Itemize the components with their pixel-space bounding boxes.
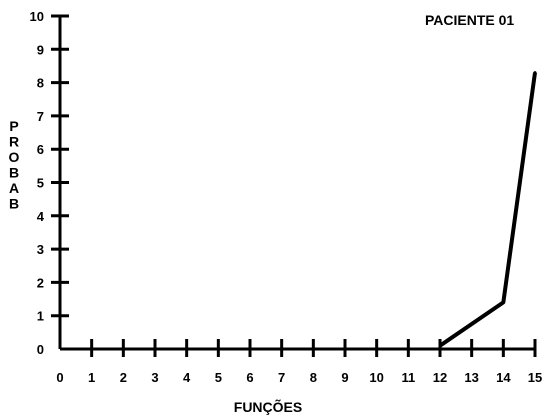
x-tick-label: 6 [246, 370, 253, 385]
y-axis-title-letter: A [9, 180, 19, 196]
y-tick-label: 4 [37, 209, 45, 224]
y-tick-label: 2 [37, 275, 44, 290]
y-axis-title-letter: B [9, 165, 19, 181]
x-tick-label: 10 [369, 370, 383, 385]
axes [58, 16, 535, 351]
y-tick-label: 5 [37, 176, 44, 191]
chart-title: PACIENTE 01 [425, 12, 514, 28]
x-tick-label: 2 [120, 370, 127, 385]
x-tick-label: 15 [528, 370, 542, 385]
y-axis-title-letter: R [9, 134, 19, 150]
y-tick-label: 10 [30, 9, 44, 24]
x-tick-label: 3 [151, 370, 158, 385]
y-tick-label: 7 [37, 109, 44, 124]
x-tick-label: 7 [278, 370, 285, 385]
y-tick-label: 6 [37, 142, 44, 157]
x-tick-label: 1 [88, 370, 95, 385]
y-tick-label: 9 [37, 42, 44, 57]
x-tick-label: 13 [464, 370, 478, 385]
y-axis-title-letter: O [9, 149, 20, 165]
y-axis-title-letter: P [9, 118, 18, 134]
x-tick-label: 8 [310, 370, 317, 385]
x-tick-label: 14 [496, 370, 511, 385]
x-tick-label: 12 [433, 370, 447, 385]
x-tick-label: 11 [401, 370, 415, 385]
x-tick-label: 5 [215, 370, 222, 385]
y-tick-label: 1 [37, 309, 44, 324]
x-tick-label: 0 [56, 370, 63, 385]
y-axis-title-letter: B [9, 196, 19, 212]
data-point [501, 300, 505, 304]
series [438, 71, 537, 348]
data-point [533, 71, 537, 75]
x-axis-title: FUNÇÕES [234, 398, 302, 415]
y-tick-label: 8 [37, 76, 44, 91]
y-tick-label: 3 [37, 242, 44, 257]
x-tick-label: 4 [183, 370, 191, 385]
x-tick-label: 9 [341, 370, 348, 385]
series-line [438, 72, 537, 348]
y-tick-label: 0 [37, 342, 44, 357]
data-point [438, 344, 442, 348]
